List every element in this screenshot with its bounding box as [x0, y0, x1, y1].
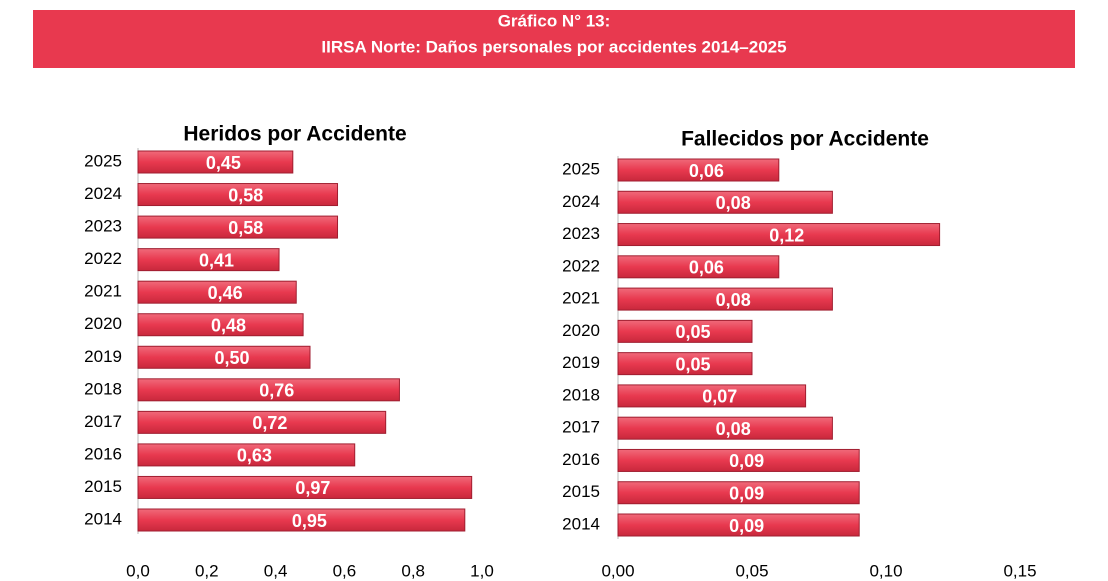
- x-tick-label: 0,0: [126, 561, 150, 580]
- bar: [137, 475, 473, 499]
- header-subtitle: IIRSA Norte: Daños personales por accide…: [321, 37, 786, 56]
- value-label: 0,72: [252, 413, 287, 433]
- y-tick-label: 2016: [562, 450, 600, 469]
- y-tick-label: 2021: [562, 289, 600, 308]
- x-tick-label: 0,05: [735, 561, 768, 580]
- chart-title: Heridos por Accidente: [183, 123, 406, 146]
- bar: [617, 384, 807, 408]
- value-label: 0,08: [716, 193, 751, 213]
- bar: [617, 255, 780, 279]
- y-tick-label: 2015: [562, 482, 600, 501]
- bar: [617, 158, 780, 182]
- bar: [617, 416, 833, 440]
- y-tick-label: 2018: [562, 385, 600, 404]
- y-tick-label: 2025: [562, 159, 600, 178]
- value-label: 0,08: [716, 419, 751, 439]
- y-tick-label: 2024: [84, 184, 122, 203]
- value-label: 0,06: [689, 258, 724, 278]
- bar: [617, 319, 753, 343]
- y-tick-label: 2021: [84, 282, 122, 301]
- y-tick-label: 2014: [84, 509, 122, 528]
- y-tick-label: 2019: [84, 347, 122, 366]
- x-tick-label: 0,6: [333, 561, 357, 580]
- bar: [137, 183, 339, 207]
- value-label: 0,50: [214, 348, 249, 368]
- bar: [137, 313, 304, 337]
- y-tick-label: 2020: [562, 321, 600, 340]
- bar: [137, 215, 339, 239]
- x-tick-label: 0,15: [1003, 561, 1036, 580]
- bar: [617, 287, 833, 311]
- x-tick-label: 0,10: [869, 561, 902, 580]
- y-tick-label: 2022: [84, 249, 122, 268]
- value-label: 0,09: [729, 483, 764, 503]
- y-tick-label: 2020: [84, 314, 122, 333]
- bar: [137, 508, 466, 532]
- bar: [137, 345, 311, 369]
- bar: [137, 280, 297, 304]
- value-label: 0,95: [292, 511, 327, 531]
- value-label: 0,48: [211, 315, 246, 335]
- value-label: 0,46: [208, 283, 243, 303]
- value-label: 0,05: [675, 322, 710, 342]
- y-tick-label: 2023: [562, 224, 600, 243]
- header-banner: [33, 10, 1075, 68]
- bar: [617, 190, 833, 214]
- value-label: 0,12: [769, 225, 804, 245]
- x-tick-label: 0,00: [601, 561, 634, 580]
- value-label: 0,63: [237, 446, 272, 466]
- value-label: 0,06: [689, 161, 724, 181]
- value-label: 0,58: [228, 185, 263, 205]
- y-tick-label: 2017: [84, 412, 122, 431]
- y-tick-label: 2015: [84, 477, 122, 496]
- value-label: 0,09: [729, 451, 764, 471]
- bar: [137, 378, 400, 402]
- bar: [137, 410, 387, 434]
- x-tick-label: 1,0: [470, 561, 494, 580]
- bar: [617, 352, 753, 376]
- value-label: 0,09: [729, 516, 764, 536]
- bar: [617, 481, 860, 505]
- y-tick-label: 2023: [84, 217, 122, 236]
- bar: [137, 248, 280, 272]
- y-tick-label: 2017: [562, 418, 600, 437]
- bar: [137, 443, 356, 467]
- x-tick-label: 0,4: [264, 561, 288, 580]
- x-tick-label: 0,2: [195, 561, 219, 580]
- y-tick-label: 2022: [562, 256, 600, 275]
- value-label: 0,45: [206, 153, 241, 173]
- value-label: 0,41: [199, 250, 234, 270]
- chart-title: Fallecidos por Accidente: [681, 128, 929, 151]
- bar: [617, 513, 860, 537]
- value-label: 0,58: [228, 218, 263, 238]
- y-tick-label: 2014: [562, 514, 600, 533]
- header-title: Gráfico N° 13:: [498, 11, 611, 30]
- y-tick-label: 2019: [562, 353, 600, 372]
- bar: [617, 448, 860, 472]
- value-label: 0,07: [702, 387, 737, 407]
- value-label: 0,08: [716, 290, 751, 310]
- bar: [137, 150, 294, 174]
- value-label: 0,05: [675, 354, 710, 374]
- value-label: 0,76: [259, 381, 294, 401]
- value-label: 0,97: [295, 478, 330, 498]
- y-tick-label: 2018: [84, 379, 122, 398]
- x-tick-label: 0,8: [401, 561, 425, 580]
- bar: [617, 223, 941, 247]
- y-tick-label: 2016: [84, 444, 122, 463]
- y-tick-label: 2024: [562, 192, 600, 211]
- y-tick-label: 2025: [84, 151, 122, 170]
